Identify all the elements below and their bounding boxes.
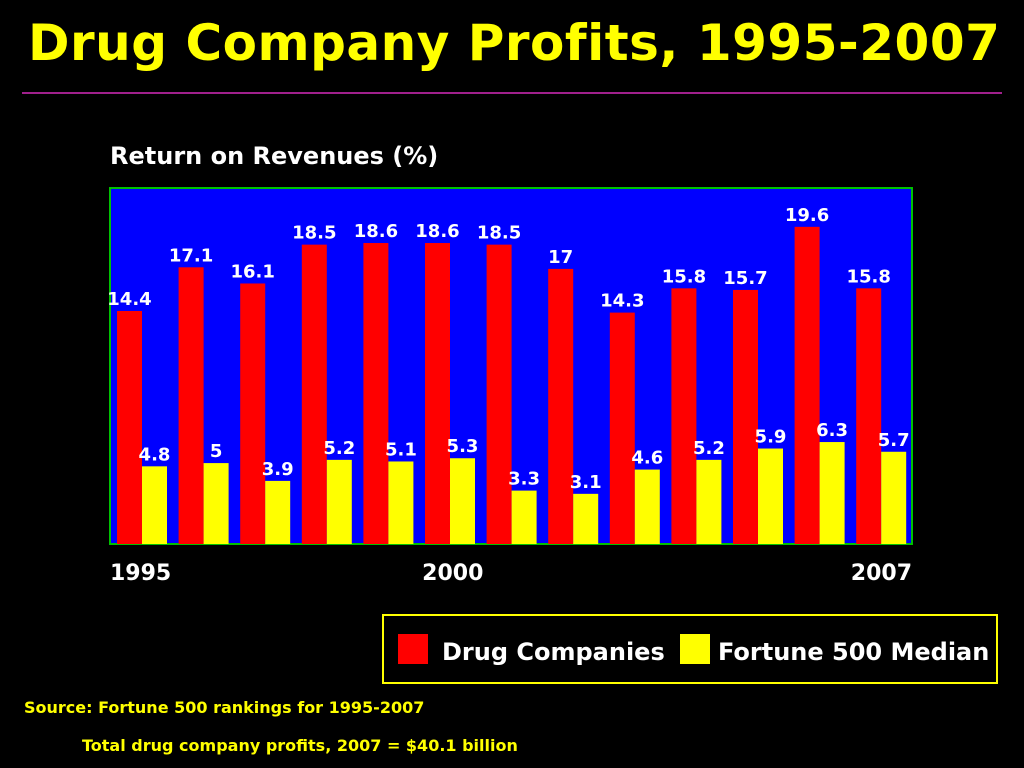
bar-drug-1995	[117, 310, 142, 544]
bar-fortune500-1996	[203, 463, 229, 544]
data-label-drug-2006: 19.6	[785, 205, 829, 226]
data-label-drug-2003: 14.3	[600, 291, 644, 312]
bar-drug-1997	[240, 283, 266, 544]
chart-title: Return on Revenues (%)	[110, 142, 439, 170]
data-label-fortune500-1995: 4.8	[139, 444, 171, 465]
source-note: Source: Fortune 500 rankings for 1995-20…	[24, 698, 425, 717]
data-label-fortune500-1997: 3.9	[262, 459, 294, 480]
bar-drug-2006	[794, 226, 820, 544]
data-label-fortune500-1999: 5.1	[385, 439, 417, 460]
bar-drug-1996	[178, 267, 204, 544]
bar-drug-1999	[363, 243, 389, 544]
bar-fortune500-1995	[142, 466, 167, 544]
bar-fortune500-2004	[696, 459, 722, 544]
data-label-fortune500-2000: 5.3	[447, 436, 479, 457]
bar-fortune500-2002	[573, 493, 599, 544]
bar-drug-1998	[301, 244, 327, 545]
bar-drug-2007	[856, 288, 882, 544]
data-label-drug-2000: 18.6	[415, 221, 459, 242]
data-label-drug-2001: 18.5	[477, 223, 521, 244]
legend-label-fortune-500-median: Fortune 500 Median	[718, 638, 990, 666]
bar-fortune500-2003	[634, 469, 660, 544]
bar-drug-2003	[609, 312, 635, 544]
bar-fortune500-2007	[881, 451, 907, 544]
data-label-fortune500-2004: 5.2	[693, 438, 725, 459]
legend-swatch-fortune-500-median	[680, 634, 710, 664]
title-divider	[22, 92, 1002, 94]
bar-fortune500-2000	[450, 458, 475, 544]
bar-fortune500-1998	[326, 459, 352, 544]
chart-legend: Drug Companies Fortune 500 Median	[382, 614, 998, 684]
bar-fortune500-2006	[819, 442, 845, 544]
data-label-drug-2007: 15.8	[846, 266, 890, 287]
data-label-drug-2004: 15.8	[662, 266, 706, 287]
x-tick-label-2007: 2007	[851, 561, 912, 586]
bar-drug-2005	[733, 289, 758, 544]
bar-fortune500-1999	[388, 461, 414, 544]
data-label-fortune500-2007: 5.7	[878, 430, 910, 451]
data-label-fortune500-1996: 5	[210, 441, 223, 462]
x-tick-label-1995: 1995	[110, 561, 171, 586]
data-label-drug-1997: 16.1	[230, 261, 274, 282]
data-label-drug-1996: 17.1	[169, 245, 213, 266]
data-label-drug-1999: 18.6	[354, 221, 398, 242]
data-label-drug-2002: 17	[548, 247, 573, 268]
x-tick-label-2000: 2000	[422, 561, 483, 586]
profits-note: Total drug company profits, 2007 = $40.1…	[82, 736, 518, 755]
bar-chart: 14.4 4.8 1995 17.1 5 16.1 3.9 18.5 5.2 18.6 5.1 18.…	[107, 187, 913, 586]
data-label-drug-1998: 18.5	[292, 223, 336, 244]
data-label-drug-1995: 14.4	[107, 289, 151, 310]
bar-drug-2004	[671, 288, 697, 544]
data-label-fortune500-2001: 3.3	[508, 469, 540, 490]
data-label-fortune500-2003: 4.6	[631, 448, 663, 469]
data-label-fortune500-2005: 5.9	[755, 427, 787, 448]
bar-fortune500-1997	[265, 480, 291, 544]
bar-fortune500-2001	[511, 490, 537, 544]
data-label-drug-2005: 15.7	[723, 268, 767, 289]
legend-label-drug-companies: Drug Companies	[442, 638, 665, 666]
data-label-fortune500-2006: 6.3	[816, 420, 848, 441]
data-label-fortune500-1998: 5.2	[323, 438, 355, 459]
legend-swatch-drug-companies	[398, 634, 428, 664]
data-label-fortune500-2002: 3.1	[570, 472, 602, 493]
bar-drug-2002	[548, 268, 574, 544]
bar-drug-2000	[425, 243, 450, 544]
bar-fortune500-2005	[758, 448, 783, 544]
bar-drug-2001	[486, 244, 512, 545]
slide-title: Drug Company Profits, 1995-2007	[28, 14, 1001, 72]
